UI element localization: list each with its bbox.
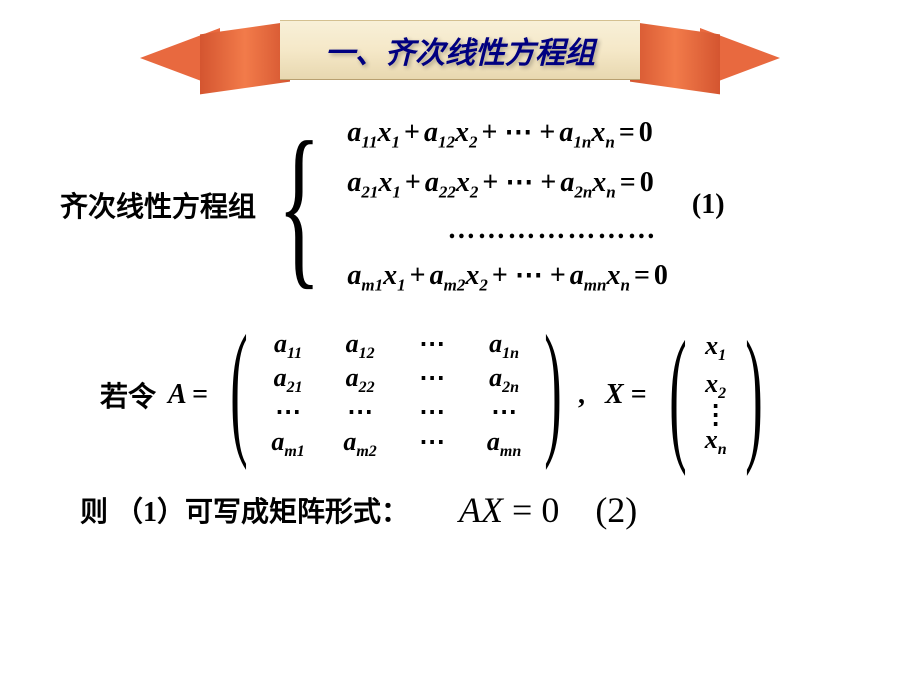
equation-system: { a11x1+a12x2+ ⋯ +a1nxn=0 a21x1+a22x2+ ⋯… [256, 115, 668, 296]
equation-number-1: (1) [692, 189, 725, 221]
vec-cell-n: xn [703, 425, 729, 459]
vec-paren-left: ( [669, 323, 686, 467]
system-row: 齐次线性方程组 { a11x1+a12x2+ ⋯ +a1nxn=0 a21x1+… [60, 115, 890, 296]
equation-m: am1x1+am2x2+ ⋯ +amnxn=0 [347, 258, 667, 296]
matrix-row-m: am1 am2 ⋯ amn [264, 427, 528, 461]
title-banner: 一、齐次线性方程组 [160, 20, 760, 95]
equation-1: a11x1+a12x2+ ⋯ +a1nxn=0 [347, 115, 667, 153]
equation-2: a21x1+a22x2+ ⋯ +a2nxn=0 [347, 165, 667, 203]
matrix-A-lead: A = [168, 379, 208, 411]
equation-dots: ………………… [347, 214, 667, 246]
conclusion-row: 则 （1）可写成矩阵形式： AX = 0 (2) [60, 489, 890, 531]
then-label: 则 （1）可写成矩阵形式： [80, 490, 409, 530]
matrix-definitions: 若令 A = ( a11 a12 ⋯ a1n a21 a22 ⋯ a2n ⋯ [60, 321, 890, 470]
left-brace: { [278, 133, 321, 277]
ribbon-center: 一、齐次线性方程组 [280, 20, 640, 80]
vector-X: ( x1 x2 ⋮ xn ) [653, 323, 779, 467]
matrix-A: ( a11 a12 ⋯ a1n a21 a22 ⋯ a2n ⋯ ⋯ ⋯ [214, 321, 578, 470]
matrix-row-2: a21 a22 ⋯ a2n [264, 363, 528, 397]
vector-X-lead: X = [605, 379, 647, 411]
vec-cell-1: x1 [703, 331, 729, 365]
let-label: 若令 [100, 375, 156, 415]
ribbon-fold-right [630, 22, 720, 95]
vec-paren-right: ) [745, 323, 762, 467]
system-label: 齐次线性方程组 [60, 185, 256, 225]
final-equation: AX = 0 (2) [459, 489, 637, 531]
vec-cell-2: x2 [703, 369, 729, 403]
equation-stack: a11x1+a12x2+ ⋯ +a1nxn=0 a21x1+a22x2+ ⋯ +… [347, 115, 667, 296]
paren-right: ) [544, 321, 561, 470]
ribbon-fold-left [200, 22, 290, 95]
matrix-A-body: a11 a12 ⋯ a1n a21 a22 ⋯ a2n ⋯ ⋯ ⋯ ⋯ [264, 321, 528, 470]
vector-X-body: x1 x2 ⋮ xn [703, 323, 729, 467]
matrix-row-1: a11 a12 ⋯ a1n [264, 329, 528, 363]
banner-title: 一、齐次线性方程组 [325, 28, 595, 72]
paren-left: ( [230, 321, 247, 470]
comma: , [578, 379, 585, 411]
matrix-row-dots: ⋯ ⋯ ⋯ ⋯ [264, 397, 528, 427]
content-area: 齐次线性方程组 { a11x1+a12x2+ ⋯ +a1nxn=0 a21x1+… [60, 115, 890, 531]
vec-cell-dots: ⋮ [703, 408, 729, 421]
